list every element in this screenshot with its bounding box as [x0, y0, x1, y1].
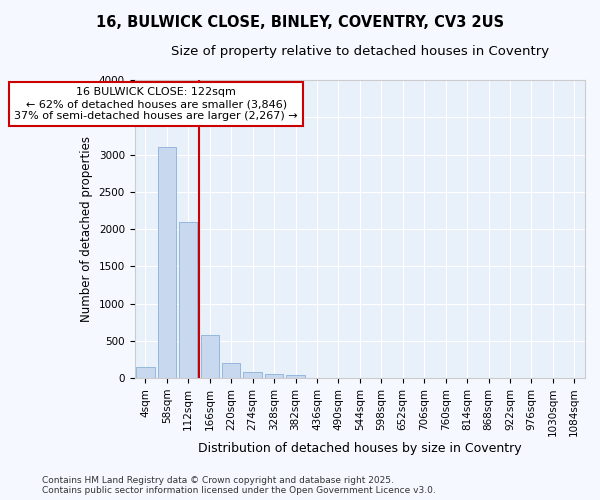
- X-axis label: Distribution of detached houses by size in Coventry: Distribution of detached houses by size …: [198, 442, 521, 455]
- Text: 16, BULWICK CLOSE, BINLEY, COVENTRY, CV3 2US: 16, BULWICK CLOSE, BINLEY, COVENTRY, CV3…: [96, 15, 504, 30]
- Bar: [244, 372, 262, 378]
- Title: Size of property relative to detached houses in Coventry: Size of property relative to detached ho…: [171, 45, 549, 58]
- Bar: [200, 335, 219, 378]
- Text: Contains HM Land Registry data © Crown copyright and database right 2025.
Contai: Contains HM Land Registry data © Crown c…: [42, 476, 436, 495]
- Bar: [286, 374, 305, 378]
- Bar: [265, 374, 283, 378]
- Y-axis label: Number of detached properties: Number of detached properties: [80, 136, 93, 322]
- Bar: [222, 363, 240, 378]
- Bar: [158, 147, 176, 378]
- Bar: [136, 367, 155, 378]
- Text: 16 BULWICK CLOSE: 122sqm
← 62% of detached houses are smaller (3,846)
37% of sem: 16 BULWICK CLOSE: 122sqm ← 62% of detach…: [14, 88, 298, 120]
- Bar: [179, 222, 197, 378]
